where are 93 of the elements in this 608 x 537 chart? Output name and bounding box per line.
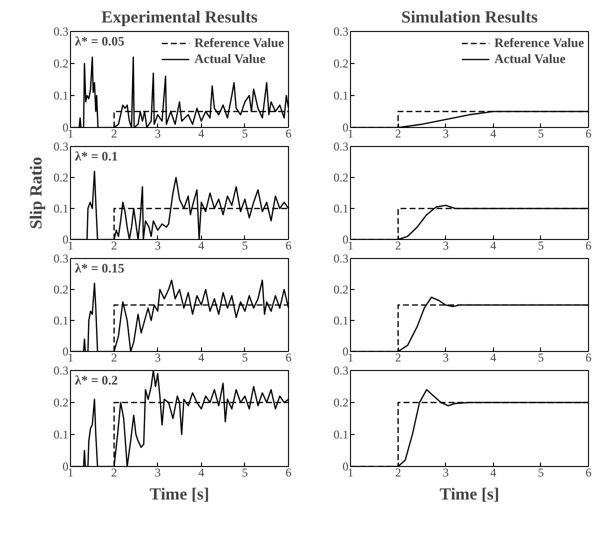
chart-title: Simulation Results [401,8,538,26]
x-tick-label: 1 [68,238,74,252]
x-tick-label: 5 [242,350,248,364]
x-tick-label: 3 [442,126,449,140]
x-tick-label: 5 [538,350,544,364]
x-tick-label: 4 [490,466,496,480]
y-tick-label: 0.3 [334,252,348,266]
x-tick-label: 5 [538,126,544,140]
y-axis-title: Slip Ratio [26,156,46,230]
y-tick-label: 0.1 [54,428,68,442]
x-tick-label: 6 [586,238,592,252]
x-tick-label: 6 [286,238,292,252]
x-tick-label: 6 [286,126,292,140]
y-tick-label: 0.2 [54,56,68,70]
annotation: λ* = 0.2 [74,372,118,388]
y-tick-label: 0.2 [334,282,348,296]
x-tick-label: 2 [111,350,118,364]
x-tick-label: 1 [68,466,74,480]
x-axis-title: Time [s] [440,484,500,504]
y-tick-label: 0.1 [54,88,68,102]
y-tick-label: 0 [342,344,348,358]
x-axis-title: Time [s] [150,484,210,504]
y-tick-label: 0.2 [54,170,68,184]
y-tick-label: 0.3 [54,24,68,38]
x-tick-label: 1 [348,466,354,480]
x-tick-label: 4 [198,466,204,480]
x-tick-label: 4 [198,126,204,140]
x-tick-label: 3 [154,466,161,480]
x-tick-label: 1 [348,126,354,140]
y-tick-label: 0.1 [54,314,68,328]
y-tick-label: 0 [62,232,68,246]
x-tick-label: 6 [586,466,592,480]
x-tick-label: 5 [242,238,248,252]
x-tick-label: 6 [286,350,292,364]
x-tick-label: 6 [286,466,292,480]
annotation: λ* = 0.1 [74,148,118,164]
x-tick-label: 3 [154,126,161,140]
x-tick-label: 3 [442,238,449,252]
x-tick-label: 2 [395,238,402,252]
y-tick-label: 0.1 [334,314,348,328]
x-tick-label: 4 [198,238,204,252]
y-tick-label: 0 [62,344,68,358]
y-tick-label: 0 [62,460,68,474]
x-tick-label: 3 [154,350,161,364]
x-tick-label: 3 [154,238,161,252]
x-tick-label: 2 [395,466,402,480]
x-tick-label: 3 [442,350,449,364]
x-tick-label: 6 [586,126,592,140]
x-tick-label: 6 [586,350,592,364]
x-tick-label: 1 [348,350,354,364]
y-tick-label: 0.2 [334,170,348,184]
x-tick-label: 5 [242,126,248,140]
x-tick-label: 2 [395,126,402,140]
y-tick-label: 0.3 [54,252,68,266]
y-tick-label: 0.3 [54,140,68,154]
y-tick-label: 0.2 [54,396,68,410]
legend-label: Reference Value [194,35,284,51]
y-tick-label: 0.1 [334,88,348,102]
y-tick-label: 0.1 [54,202,68,216]
x-tick-label: 5 [242,466,248,480]
y-tick-label: 0.3 [334,24,348,38]
x-tick-label: 2 [111,238,118,252]
chart-title: Experimental Results [101,8,258,26]
y-tick-label: 0.1 [334,428,348,442]
x-tick-label: 3 [442,466,449,480]
x-tick-label: 1 [68,126,74,140]
y-tick-label: 0.3 [334,364,348,378]
x-tick-label: 2 [111,466,118,480]
y-tick-label: 0 [342,460,348,474]
annotation: λ* = 0.15 [74,260,125,276]
x-tick-label: 1 [68,350,74,364]
y-tick-label: 0.2 [334,56,348,70]
legend-label: Reference Value [494,35,584,51]
y-tick-label: 0 [62,120,68,134]
x-tick-label: 2 [111,126,118,140]
y-tick-label: 0.2 [334,396,348,410]
annotation: λ* = 0.05 [74,33,125,48]
y-tick-label: 0 [342,120,348,134]
legend-label: Actual Value [494,51,566,67]
y-tick-label: 0.1 [334,202,348,216]
y-tick-label: 0 [342,232,348,246]
y-tick-label: 0.3 [54,364,68,378]
x-tick-label: 4 [198,350,204,364]
x-tick-label: 4 [490,126,496,140]
y-tick-label: 0.2 [54,282,68,296]
x-tick-label: 4 [490,238,496,252]
y-tick-label: 0.3 [334,140,348,154]
x-tick-label: 2 [395,350,402,364]
x-tick-label: 4 [490,350,496,364]
x-tick-label: 5 [538,238,544,252]
legend-label: Actual Value [194,51,266,67]
x-tick-label: 5 [538,466,544,480]
x-tick-label: 1 [348,238,354,252]
